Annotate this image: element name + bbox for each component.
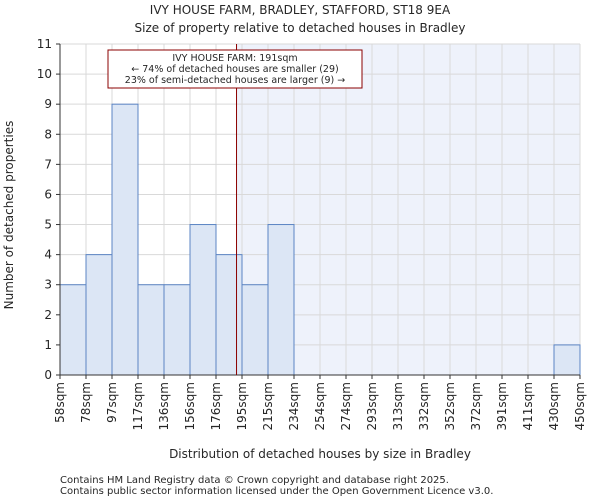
- x-tick-label: 450sqm: [573, 382, 587, 430]
- bar: [85, 254, 113, 376]
- x-axis-label: Distribution of detached houses by size …: [169, 447, 471, 461]
- x-tick-label: 156sqm: [183, 382, 197, 430]
- footer-line-2: Contains public sector information licen…: [60, 486, 493, 497]
- x-tick-label: 391sqm: [495, 382, 509, 430]
- x-tick-label: 430sqm: [547, 382, 561, 430]
- bar: [163, 284, 191, 376]
- y-tick-label: 0: [44, 368, 52, 382]
- x-tick-label: 234sqm: [287, 382, 301, 430]
- y-tick-label: 1: [44, 338, 52, 352]
- x-tick-label: 58sqm: [53, 382, 67, 423]
- x-tick-label: 78sqm: [79, 382, 93, 423]
- y-tick-label: 9: [44, 97, 52, 111]
- x-tick-label: 332sqm: [417, 382, 431, 430]
- y-tick-label: 10: [37, 67, 52, 81]
- bar: [111, 103, 139, 376]
- footer-line-1: Contains HM Land Registry data © Crown c…: [60, 475, 449, 486]
- bar: [215, 254, 243, 376]
- y-tick-label: 8: [44, 127, 52, 141]
- bar: [59, 284, 87, 376]
- annotation-line: ← 74% of detached houses are smaller (29…: [131, 64, 338, 75]
- x-tick-label: 411sqm: [521, 382, 535, 430]
- bar: [189, 224, 217, 376]
- x-tick-label: 352sqm: [443, 382, 457, 430]
- bar: [241, 284, 269, 376]
- x-tick-label: 313sqm: [391, 382, 405, 430]
- bar: [267, 224, 295, 376]
- x-tick-label: 97sqm: [105, 382, 119, 423]
- annotation-line: IVY HOUSE FARM: 191sqm: [172, 53, 297, 64]
- y-tick-label: 7: [44, 157, 52, 171]
- x-tick-label: 117sqm: [131, 382, 145, 430]
- x-tick-label: 136sqm: [157, 382, 171, 430]
- y-tick-label: 6: [44, 187, 52, 201]
- x-tick-label: 293sqm: [365, 382, 379, 430]
- x-tick-label: 215sqm: [261, 382, 275, 430]
- y-tick-label: 2: [44, 308, 52, 322]
- y-tick-label: 3: [44, 278, 52, 292]
- x-tick-label: 176sqm: [209, 382, 223, 430]
- x-tick-label: 274sqm: [339, 382, 353, 430]
- x-tick-label: 195sqm: [235, 382, 249, 430]
- annotation-box: [107, 49, 363, 89]
- y-tick-label: 11: [37, 37, 52, 51]
- y-tick-label: 5: [44, 218, 52, 232]
- chart-title: IVY HOUSE FARM, BRADLEY, STAFFORD, ST18 …: [150, 3, 451, 17]
- annotation-line: 23% of semi-detached houses are larger (…: [125, 75, 345, 86]
- x-tick-label: 372sqm: [469, 382, 483, 430]
- bar: [553, 344, 581, 376]
- y-axis-label: Number of detached properties: [2, 121, 16, 310]
- bar: [137, 284, 165, 376]
- plot-area: 0 1 2 3 4 5 6 7 8 9 10 11 58sqm 78sqm 97sqm 117sqm 136sq…: [37, 37, 587, 430]
- y-tick-label: 4: [44, 248, 52, 262]
- chart-subtitle: Size of property relative to detached ho…: [135, 21, 466, 35]
- x-tick-label: 254sqm: [313, 382, 327, 430]
